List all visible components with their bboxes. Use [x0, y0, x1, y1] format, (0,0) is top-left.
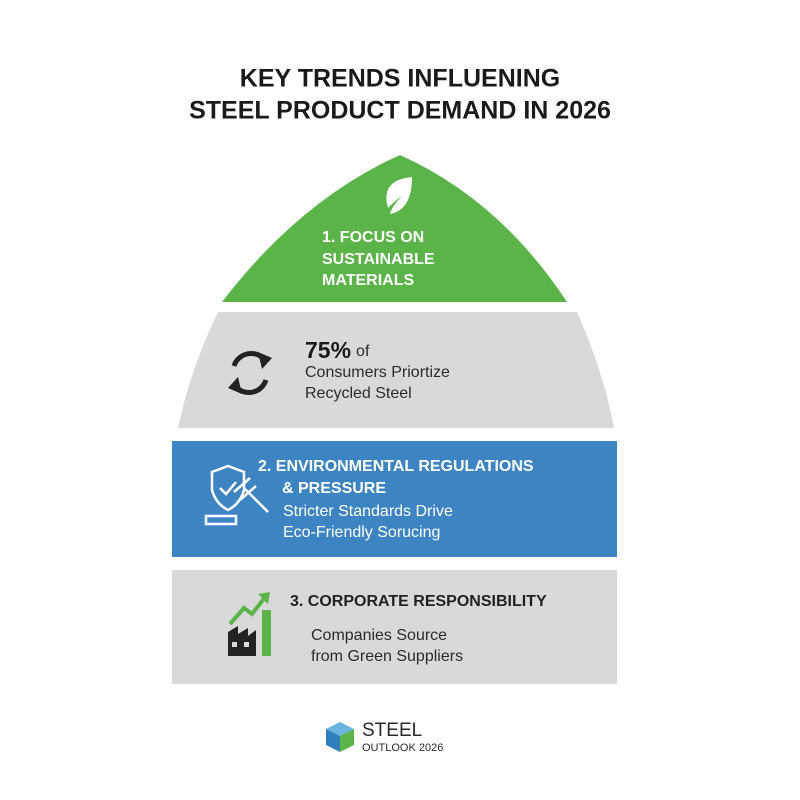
tier-text: from Green Suppliers: [311, 648, 463, 665]
tier-heading: MATERIALS: [322, 272, 414, 289]
tier-text: Companies Source: [311, 627, 447, 644]
logo-subtitle: OUTLOOK 2026: [362, 742, 443, 754]
chimney: [262, 610, 271, 656]
tier-green: [222, 155, 567, 302]
tier-gray: [172, 570, 617, 684]
tier-heading: 2. ENVIRONMENTAL REGULATIONS: [258, 458, 534, 475]
tier-heading: & PRESSURE: [282, 480, 386, 497]
window: [232, 642, 237, 647]
tier-heading: 3. CORPORATE RESPONSIBILITY: [290, 593, 547, 610]
trend-arrow: [228, 594, 268, 626]
tier-blue: [172, 441, 617, 557]
logo-cube-right: [340, 729, 354, 752]
stat-suffix: of: [356, 343, 370, 360]
title-line: STEEL PRODUCT DEMAND IN 2026: [189, 97, 611, 125]
tier-gray: [178, 312, 614, 428]
trend-arrow-head: [258, 592, 270, 604]
tier-text: Eco-Friendly Sorucing: [283, 524, 440, 541]
regulation-icon: [204, 464, 269, 526]
recycle-arrows: [228, 352, 272, 394]
leaf-icon: [386, 177, 412, 214]
window: [244, 642, 249, 647]
logo-cube-left: [326, 729, 340, 752]
stat-line: 75% of: [305, 337, 370, 363]
tier-heading: 1. FOCUS ON: [322, 229, 424, 246]
title-line: KEY TRENDS INFLUENING: [240, 65, 560, 93]
tier-text: Stricter Standards Drive: [283, 503, 453, 520]
stat: 75%: [305, 337, 351, 363]
factory-icon: [228, 626, 256, 656]
tier-text: Consumers Priortize: [305, 364, 450, 381]
tier-text: Recycled Steel: [305, 385, 412, 402]
logo-name: STEEL: [362, 720, 422, 741]
tier-heading: SUSTAINABLE: [322, 251, 435, 268]
